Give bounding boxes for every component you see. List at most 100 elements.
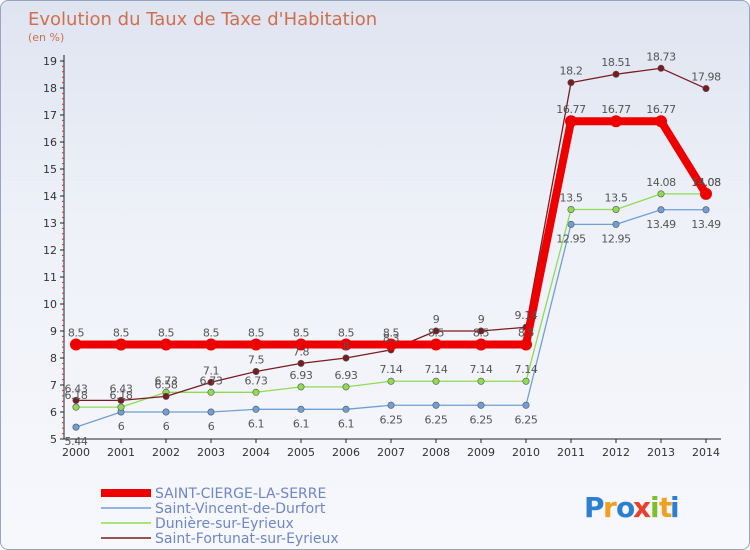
data-label: 6.25 <box>380 413 403 426</box>
x-tick-label: 2010 <box>512 446 540 459</box>
y-tick-label: 7 <box>50 379 57 392</box>
data-point <box>160 338 172 351</box>
data-point <box>702 206 710 214</box>
data-label: 13.49 <box>691 218 721 231</box>
data-label: 6.18 <box>110 389 133 402</box>
y-tick-label: 17 <box>43 109 57 122</box>
data-point <box>162 392 170 400</box>
data-label: 6.25 <box>425 413 448 426</box>
y-tick-label: 8 <box>50 352 57 365</box>
chart-title: Evolution du Taux de Taxe d'Habitation <box>28 9 377 30</box>
data-label: 9 <box>433 313 440 326</box>
data-label: 6.93 <box>290 369 313 382</box>
y-tick-label: 15 <box>43 163 57 176</box>
proxiti-logo: Pr oxi ti <box>584 491 680 524</box>
data-point <box>252 405 260 413</box>
data-label: 13.5 <box>560 192 583 205</box>
data-point <box>567 206 575 214</box>
data-point <box>205 338 217 351</box>
data-label: 12.95 <box>556 232 586 245</box>
data-point <box>610 115 622 128</box>
data-point <box>207 378 215 386</box>
data-point <box>297 359 305 367</box>
data-label: 6.73 <box>245 374 268 387</box>
data-label: 16.77 <box>556 103 586 116</box>
y-tick-label: 16 <box>43 136 57 149</box>
data-point <box>252 367 260 375</box>
data-point <box>702 85 710 93</box>
x-tick-label: 2013 <box>647 446 675 459</box>
data-point <box>340 338 352 351</box>
data-point <box>342 383 350 391</box>
data-label: 8.5 <box>158 327 175 340</box>
data-label: 8.5 <box>248 327 265 340</box>
data-label: 7.14 <box>380 363 403 376</box>
data-point <box>252 388 260 396</box>
x-tick-label: 2001 <box>107 446 135 459</box>
data-point <box>117 403 125 411</box>
data-label: 7.14 <box>470 363 493 376</box>
data-point <box>72 423 80 431</box>
data-label: 13.5 <box>605 192 628 205</box>
logo-letter: t <box>659 491 672 524</box>
data-label: 8.3 <box>383 332 400 345</box>
data-point <box>612 206 620 214</box>
data-label: 8.5 <box>68 327 85 340</box>
x-tick-label: 2006 <box>332 446 360 459</box>
x-tick-label: 2014 <box>692 446 720 459</box>
x-tick-label: 2002 <box>152 446 180 459</box>
data-point <box>387 401 395 409</box>
data-label: 6 <box>208 420 215 433</box>
logo-letter: r <box>603 491 617 524</box>
data-point <box>342 405 350 413</box>
x-tick-label: 2005 <box>287 446 315 459</box>
y-tick-label: 9 <box>50 325 57 338</box>
data-labels: 8.5 8.5 8.5 8.5 8.5 8.5 8.5 8.5 8.5 8.5 8.5 16.77 16… <box>65 50 722 448</box>
data-point <box>430 338 442 351</box>
legend-label: Saint-Vincent-de-Durfort <box>155 501 326 517</box>
x-tick-label: 2012 <box>602 446 630 459</box>
data-label: 6.1 <box>338 417 354 430</box>
data-point <box>297 383 305 391</box>
data-label: 6.43 <box>110 382 133 395</box>
y-tick-label: 14 <box>43 190 57 203</box>
logo-letter: x <box>633 491 651 524</box>
y-tick-label: 12 <box>43 244 57 257</box>
y-tick-label: 19 <box>43 55 57 68</box>
data-label: 8.5 <box>473 327 490 340</box>
data-point <box>565 115 577 128</box>
data-label: 8.5 <box>293 327 310 340</box>
data-point <box>70 338 82 351</box>
data-point <box>162 408 170 416</box>
data-label: 12.95 <box>601 232 631 245</box>
data-label: 6.93 <box>335 369 358 382</box>
chart-subtitle: (en %) <box>28 31 64 44</box>
x-tick-label: 2007 <box>377 446 405 459</box>
data-point <box>115 338 127 351</box>
x-tick-label: 2003 <box>197 446 225 459</box>
y-tick-label: 6 <box>50 406 57 419</box>
data-point <box>477 377 485 385</box>
data-label: 6.1 <box>293 417 309 430</box>
data-label: 7.14 <box>425 363 448 376</box>
data-point <box>477 327 485 335</box>
data-point <box>567 79 575 87</box>
data-point <box>385 338 397 351</box>
data-label: 8.5 <box>338 327 355 340</box>
y-tick-label: 11 <box>43 271 57 284</box>
legend: SAINT-CIERGE-LA-SERRESaint-Vincent-de-Du… <box>101 486 339 547</box>
data-point <box>567 220 575 228</box>
y-tick-label: 13 <box>43 217 57 230</box>
data-label: 13.49 <box>646 218 676 231</box>
data-label: 8.5 <box>203 327 220 340</box>
data-point <box>432 401 440 409</box>
x-tick-label: 2004 <box>242 446 270 459</box>
data-label: 9.14 <box>515 309 538 322</box>
data-label: 6.73 <box>155 374 178 387</box>
data-point <box>432 327 440 335</box>
legend-label: Dunière-sur-Eyrieux <box>155 516 294 532</box>
data-label: 16.77 <box>646 103 676 116</box>
data-label: 18.73 <box>646 50 676 63</box>
data-point <box>657 206 665 214</box>
